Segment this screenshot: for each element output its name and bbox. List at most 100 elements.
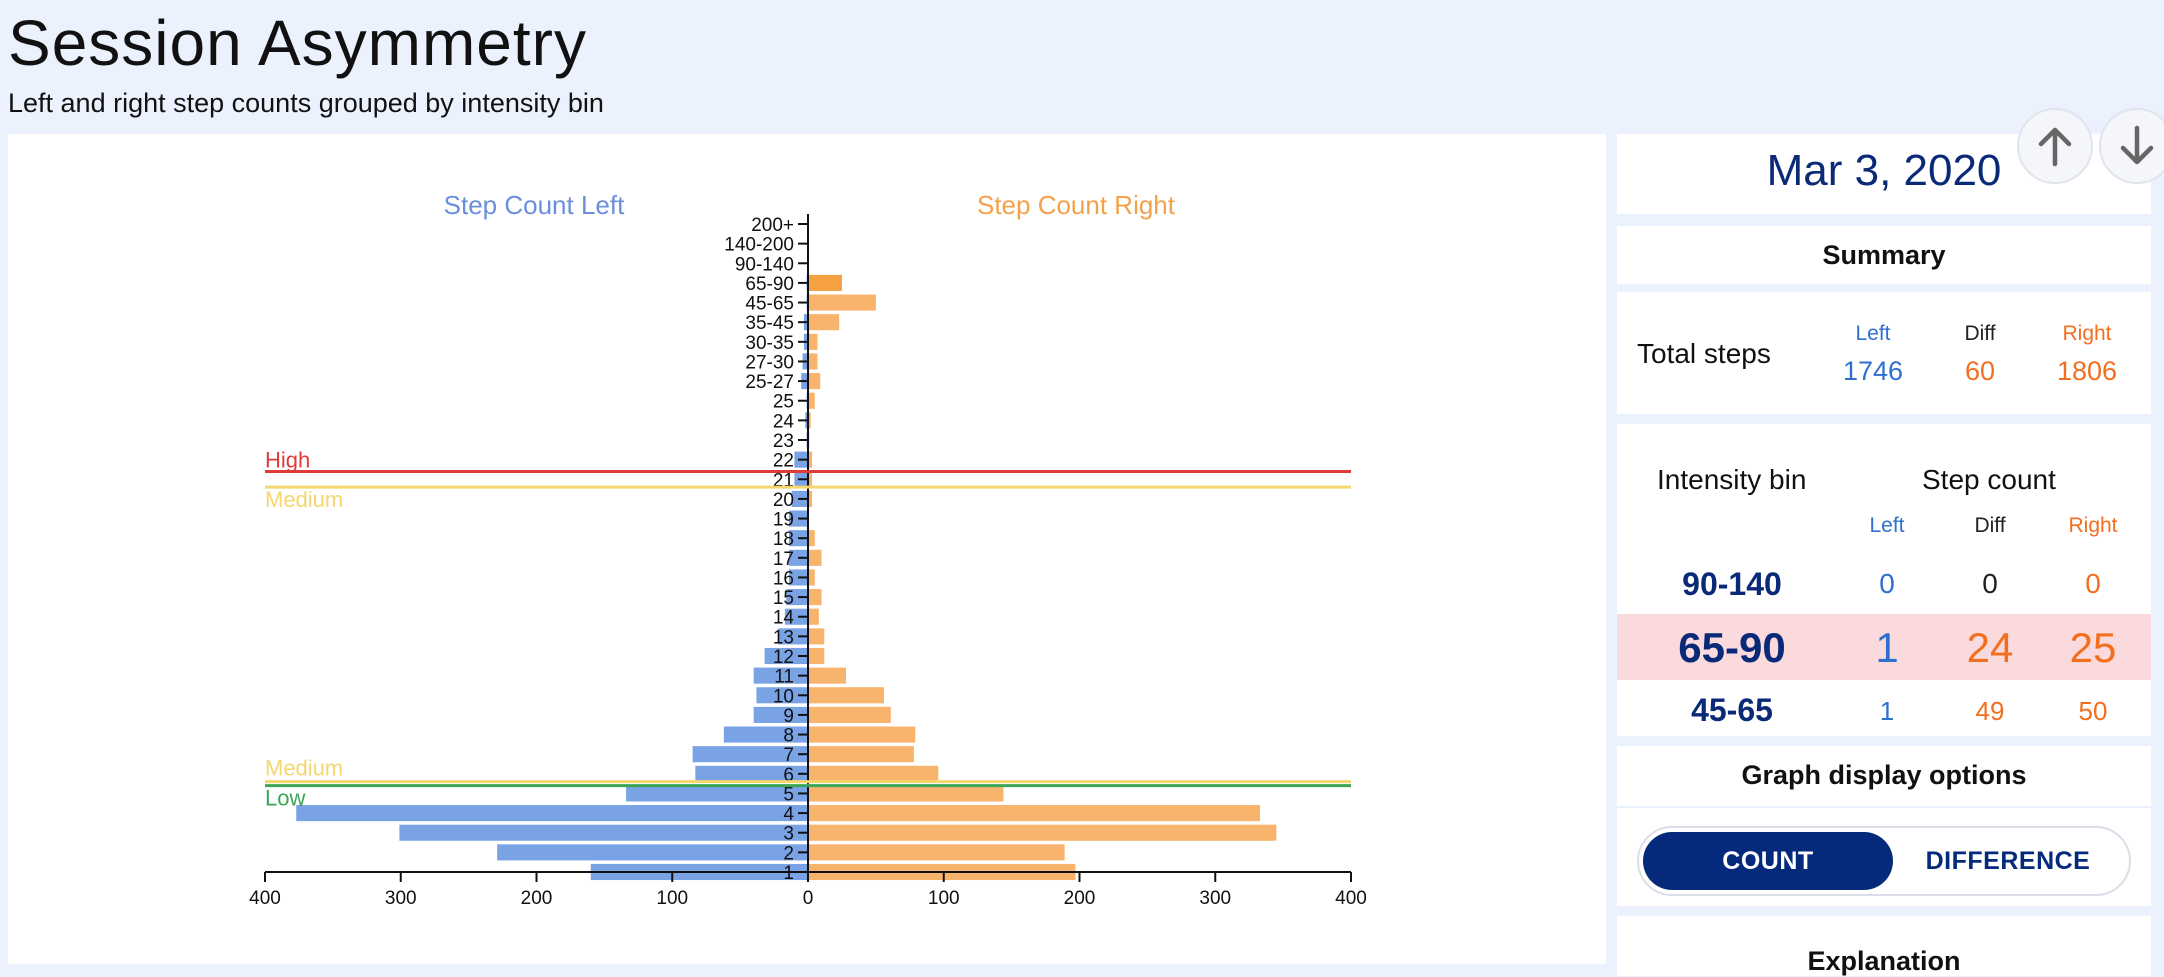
bar-right-30-35 bbox=[808, 333, 818, 350]
category-label-27-30: 27-30 bbox=[745, 352, 794, 373]
session-date: Mar 3, 2020 bbox=[1766, 146, 2002, 195]
category-label-2: 2 bbox=[783, 843, 794, 864]
bar-right-24 bbox=[808, 412, 811, 429]
category-label-10: 10 bbox=[773, 686, 794, 707]
explanation-card: Explanation bbox=[1617, 916, 2151, 976]
category-label-16: 16 bbox=[773, 568, 794, 589]
category-label-15: 15 bbox=[773, 588, 794, 609]
right-series-title: Step Count Right bbox=[977, 190, 1176, 220]
bin-left-value: 1 bbox=[1879, 696, 1895, 726]
display-mode-toggle[interactable]: COUNT DIFFERENCE bbox=[1637, 826, 2131, 896]
category-label-9: 9 bbox=[783, 706, 794, 727]
total-left-label: Left bbox=[1855, 322, 1891, 345]
bar-right-25 bbox=[808, 392, 815, 409]
category-label-11: 11 bbox=[774, 667, 794, 688]
bar-left-6 bbox=[695, 765, 808, 782]
category-label-25: 25 bbox=[773, 392, 794, 413]
category-label-3: 3 bbox=[783, 824, 794, 845]
bar-right-14 bbox=[808, 608, 819, 625]
bar-right-22 bbox=[808, 451, 813, 468]
bar-left-7 bbox=[692, 746, 808, 763]
bins-left-label: Left bbox=[1869, 514, 1905, 537]
category-label-12: 12 bbox=[773, 647, 794, 668]
category-label-45-65: 45-65 bbox=[745, 294, 794, 315]
category-label-200+: 200+ bbox=[751, 215, 794, 236]
bar-left-5 bbox=[626, 785, 808, 802]
bin-label: 45-65 bbox=[1691, 692, 1773, 728]
bar-right-4 bbox=[808, 805, 1261, 822]
category-label-20: 20 bbox=[773, 490, 794, 511]
bar-right-18 bbox=[808, 530, 815, 547]
intensity-bins-card: Intensity bin Step count Left Diff Right… bbox=[1617, 424, 2151, 736]
category-label-22: 22 bbox=[773, 451, 794, 472]
category-label-24: 24 bbox=[773, 411, 795, 432]
x-tick-label: 300 bbox=[1199, 888, 1231, 909]
bin-row-65-90[interactable]: 65-90 1 24 25 bbox=[1617, 614, 2151, 680]
bar-right-25-27 bbox=[808, 373, 821, 390]
bin-right-value: 0 bbox=[2085, 568, 2101, 599]
bar-right-15 bbox=[808, 589, 822, 606]
step-count-heading: Step count bbox=[1922, 464, 2056, 495]
total-diff-value: 60 bbox=[1964, 356, 1996, 386]
bin-diff-value: 49 bbox=[1975, 696, 2005, 726]
step-asymmetry-chart: Step Count Left Step Count Right 200+140-2… bbox=[249, 190, 1367, 909]
threshold-label-medium-lower: Medium bbox=[265, 756, 343, 781]
category-label-6: 6 bbox=[783, 765, 794, 786]
bar-right-5 bbox=[808, 785, 1004, 802]
bar-left-9 bbox=[753, 706, 808, 723]
category-label-18: 18 bbox=[773, 529, 794, 550]
bin-right-value: 25 bbox=[2069, 624, 2117, 671]
x-tick-label: 100 bbox=[928, 888, 960, 909]
category-label-35-45: 35-45 bbox=[745, 313, 794, 334]
arrow-up-icon bbox=[2038, 127, 2072, 167]
x-tick-label: 300 bbox=[385, 888, 417, 909]
display-options-heading: Graph display options bbox=[1741, 760, 2027, 790]
bin-row-45-65[interactable]: 45-65 1 49 50 bbox=[1617, 682, 2151, 736]
intensity-bin-heading: Intensity bin bbox=[1657, 464, 1807, 495]
bar-right-27-30 bbox=[808, 353, 818, 370]
total-steps-card: Total steps Left 1746 Diff 60 Right 1806 bbox=[1617, 292, 2151, 414]
category-label-30-35: 30-35 bbox=[745, 333, 794, 354]
category-label-7: 7 bbox=[783, 745, 794, 766]
display-options-card: Graph display options bbox=[1617, 746, 2151, 806]
x-tick-label: 400 bbox=[1335, 888, 1367, 909]
total-steps-label: Total steps bbox=[1637, 338, 1771, 369]
bins-diff-label: Diff bbox=[1974, 514, 2006, 537]
previous-button[interactable] bbox=[2017, 108, 2093, 184]
bar-left-14 bbox=[784, 608, 808, 625]
difference-button[interactable]: DIFFERENCE bbox=[1925, 847, 2091, 875]
x-tick-label: 0 bbox=[803, 888, 814, 909]
total-left-column: Left 1746 bbox=[1813, 292, 1933, 387]
total-diff-column: Diff 60 bbox=[1920, 292, 2040, 387]
next-button[interactable] bbox=[2099, 108, 2164, 184]
count-button[interactable]: COUNT bbox=[1643, 832, 1893, 890]
bar-left-4 bbox=[296, 805, 808, 822]
threshold-label-medium-upper: Medium bbox=[265, 487, 343, 512]
category-label-14: 14 bbox=[773, 608, 795, 629]
category-label-25-27: 25-27 bbox=[745, 372, 794, 393]
bar-left-13 bbox=[778, 628, 808, 645]
bar-left-15 bbox=[786, 589, 808, 606]
bar-right-6 bbox=[808, 765, 939, 782]
bar-right-7 bbox=[808, 746, 914, 763]
bin-label: 65-90 bbox=[1678, 624, 1786, 671]
bar-right-16 bbox=[808, 569, 815, 586]
bar-right-45-65 bbox=[808, 294, 876, 311]
category-label-8: 8 bbox=[783, 726, 794, 747]
bin-left-value: 1 bbox=[1875, 624, 1899, 671]
category-label-4: 4 bbox=[783, 804, 794, 825]
category-label-23: 23 bbox=[773, 431, 794, 452]
bin-row-90-140[interactable]: 90-140 0 0 0 bbox=[1617, 554, 2151, 612]
bar-right-2 bbox=[808, 844, 1065, 861]
category-label-13: 13 bbox=[773, 627, 794, 648]
bin-right-value: 50 bbox=[2078, 696, 2108, 726]
bar-right-21 bbox=[808, 471, 813, 488]
summary-heading: Summary bbox=[1822, 240, 1946, 270]
bar-right-8 bbox=[808, 726, 916, 743]
bins-right-label: Right bbox=[2068, 514, 2118, 537]
threshold-label-high: High bbox=[265, 447, 310, 472]
x-tick-label: 400 bbox=[249, 888, 281, 909]
arrow-down-icon bbox=[2120, 125, 2154, 165]
bin-left-value: 0 bbox=[1879, 568, 1895, 599]
bin-diff-value: 0 bbox=[1982, 568, 1998, 599]
